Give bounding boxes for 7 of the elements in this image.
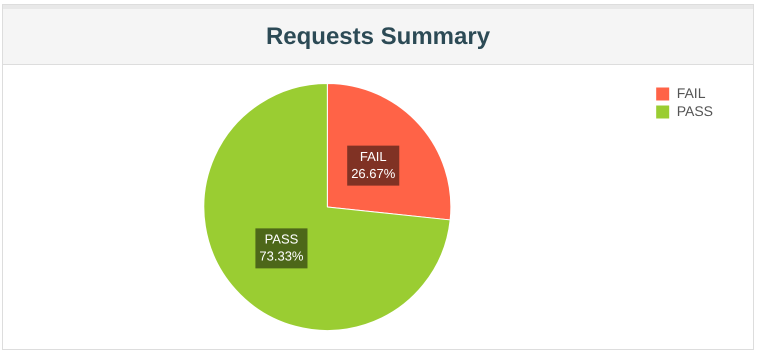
slice-label: FAIL [360, 148, 387, 164]
legend-label: PASS [676, 102, 713, 119]
legend-label: FAIL [676, 84, 706, 101]
data-label: 26.67% [351, 166, 396, 181]
data-label: 73.33% [259, 248, 304, 264]
chart-title: Requests Summary [266, 22, 490, 50]
slice-label: PASS [264, 231, 299, 246]
